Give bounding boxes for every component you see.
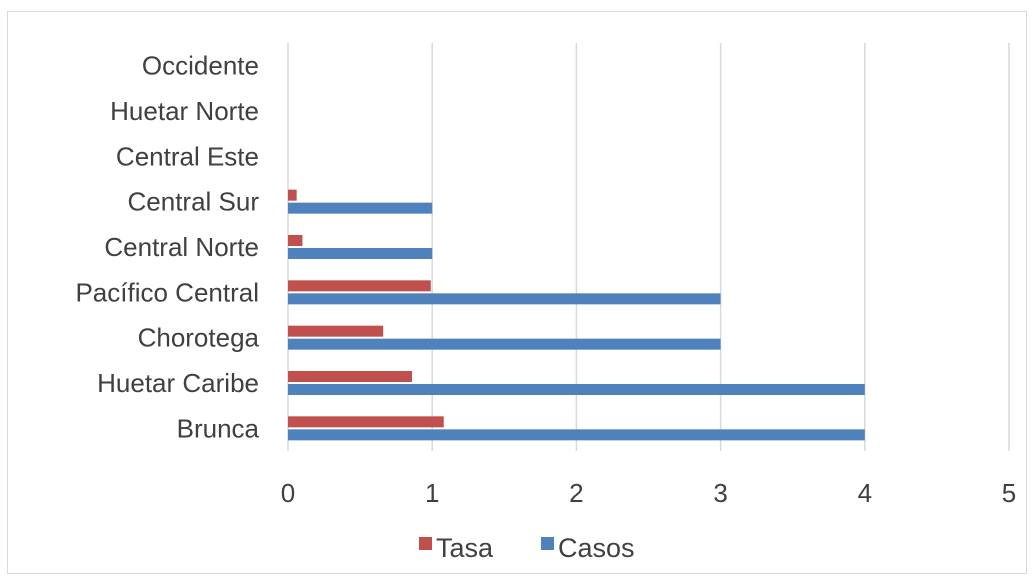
category-label: Pacífico Central xyxy=(75,277,259,307)
category-label: Occidente xyxy=(142,51,259,81)
chart-frame xyxy=(7,11,1027,574)
legend-label-casos: Casos xyxy=(558,533,635,563)
x-tick-label: 1 xyxy=(425,478,439,508)
bar-tasa xyxy=(288,325,384,337)
bar-casos xyxy=(288,384,865,395)
x-tick-labels: 0 1 2 3 4 5 xyxy=(281,478,1016,508)
bar-tasa xyxy=(288,416,444,428)
category-label: Central Sur xyxy=(128,187,260,217)
x-tick-label: 3 xyxy=(713,478,727,508)
x-tick-label: 5 xyxy=(1002,478,1016,508)
category-label: Brunca xyxy=(177,413,260,443)
bar-casos xyxy=(288,202,433,214)
bars xyxy=(288,189,865,441)
category-label: Huetar Norte xyxy=(110,96,259,126)
x-tick-label: 0 xyxy=(281,478,295,508)
bar-tasa xyxy=(288,371,413,382)
bar-tasa xyxy=(288,280,431,292)
bar-tasa xyxy=(288,235,303,246)
x-tick-label: 2 xyxy=(569,478,583,508)
bar-casos xyxy=(288,338,721,350)
legend-swatch-casos xyxy=(541,537,554,550)
category-label: Central Este xyxy=(116,141,259,171)
bar-tasa xyxy=(288,189,297,201)
legend: Tasa Casos xyxy=(419,533,635,563)
category-label: Chorotega xyxy=(138,323,260,353)
category-label: Central Norte xyxy=(104,232,259,262)
bar-casos xyxy=(288,293,721,305)
gridlines xyxy=(287,43,1010,451)
legend-label-tasa: Tasa xyxy=(436,533,494,563)
category-labels: Brunca Huetar Caribe Chorotega Pacífico Cen… xyxy=(75,51,259,444)
bar-casos xyxy=(288,429,865,441)
category-label: Huetar Caribe xyxy=(97,368,259,398)
bar-casos xyxy=(288,248,433,259)
x-tick-label: 4 xyxy=(858,478,872,508)
legend-swatch-tasa xyxy=(419,537,432,550)
